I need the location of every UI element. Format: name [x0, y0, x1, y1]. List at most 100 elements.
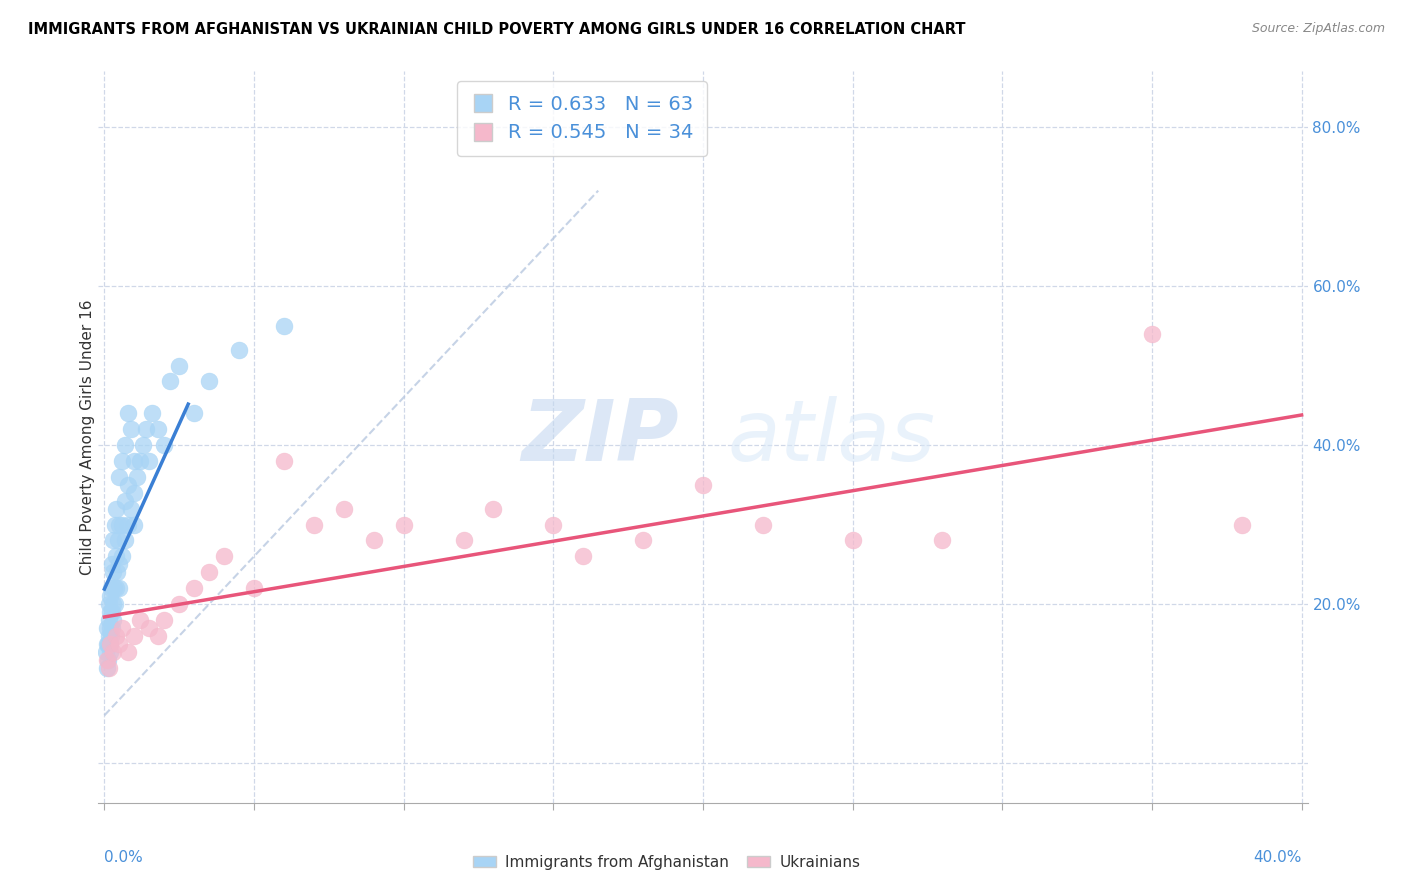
Point [120, 501, 142, 516]
Point [183, 406, 205, 420]
Point [841, 533, 863, 548]
Point [96, 660, 118, 674]
Point [1230, 517, 1253, 532]
Point [108, 581, 131, 595]
Point [1140, 326, 1163, 341]
Point [105, 581, 128, 595]
Point [183, 581, 205, 595]
Point [141, 406, 163, 420]
Point [114, 438, 136, 452]
Text: 0.0%: 0.0% [104, 850, 143, 865]
Point [363, 533, 385, 548]
Point [124, 485, 146, 500]
Point [167, 359, 190, 373]
Point [104, 517, 127, 532]
Point [392, 517, 415, 532]
Point [117, 517, 139, 532]
Point [104, 597, 127, 611]
Point [482, 501, 505, 516]
Point [302, 517, 325, 532]
Point [100, 605, 122, 619]
Point [100, 629, 122, 643]
Point [117, 645, 139, 659]
Point [103, 613, 125, 627]
Point [108, 470, 131, 484]
Point [105, 629, 128, 643]
Point [167, 597, 190, 611]
Point [111, 517, 134, 532]
Point [100, 581, 122, 595]
Point [103, 597, 125, 611]
Point [692, 477, 714, 491]
Text: 40.0%: 40.0% [1253, 850, 1302, 865]
Point [135, 422, 157, 436]
Point [101, 605, 124, 619]
Point [117, 477, 139, 491]
Point [453, 533, 475, 548]
Point [212, 549, 235, 564]
Point [124, 454, 146, 468]
Point [94, 645, 117, 659]
Point [100, 621, 122, 635]
Point [107, 533, 129, 548]
Point [148, 422, 170, 436]
Point [100, 637, 122, 651]
Point [752, 517, 775, 532]
Point [138, 454, 160, 468]
Point [127, 470, 149, 484]
Point [132, 438, 155, 452]
Point [103, 533, 125, 548]
Point [333, 501, 356, 516]
Point [108, 558, 131, 572]
Point [97, 613, 120, 627]
Point [129, 613, 152, 627]
Point [108, 637, 131, 651]
Point [117, 406, 139, 420]
Point [931, 533, 953, 548]
Text: Source: ZipAtlas.com: Source: ZipAtlas.com [1251, 22, 1385, 36]
Point [111, 621, 134, 635]
Point [97, 637, 120, 651]
Point [138, 621, 160, 635]
Point [105, 501, 128, 516]
Point [198, 566, 221, 580]
Point [273, 318, 295, 333]
Point [103, 645, 125, 659]
Point [103, 581, 125, 595]
Point [129, 454, 152, 468]
Point [105, 566, 128, 580]
Point [111, 454, 134, 468]
Point [631, 533, 654, 548]
Point [572, 549, 595, 564]
Point [100, 589, 122, 603]
Point [105, 549, 128, 564]
Point [96, 653, 118, 667]
Point [243, 581, 266, 595]
Point [100, 637, 122, 651]
Point [103, 566, 125, 580]
Point [228, 343, 250, 357]
Point [114, 493, 136, 508]
Point [120, 422, 142, 436]
Point [111, 549, 134, 564]
Point [108, 517, 131, 532]
Point [97, 660, 120, 674]
Point [96, 637, 118, 651]
Point [159, 375, 181, 389]
Point [114, 533, 136, 548]
Point [97, 629, 120, 643]
Point [124, 629, 146, 643]
Text: IMMIGRANTS FROM AFGHANISTAN VS UKRAINIAN CHILD POVERTY AMONG GIRLS UNDER 16 CORR: IMMIGRANTS FROM AFGHANISTAN VS UKRAINIAN… [28, 22, 966, 37]
Point [96, 621, 118, 635]
Point [101, 558, 124, 572]
Point [124, 517, 146, 532]
Point [153, 438, 176, 452]
Point [148, 629, 170, 643]
Text: ZIP: ZIP [522, 395, 679, 479]
Point [98, 645, 121, 659]
Point [97, 597, 120, 611]
Text: atlas: atlas [727, 395, 935, 479]
Point [153, 613, 176, 627]
Point [273, 454, 295, 468]
Point [101, 621, 124, 635]
